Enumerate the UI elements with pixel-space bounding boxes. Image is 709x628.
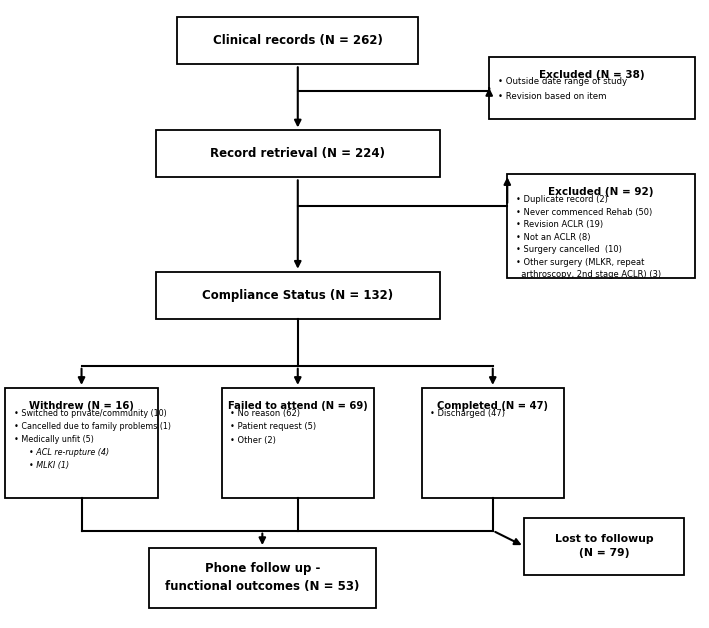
Text: Withdrew (N = 16): Withdrew (N = 16) bbox=[29, 401, 134, 411]
Text: • Duplicate record (2): • Duplicate record (2) bbox=[516, 195, 608, 204]
Text: Completed (N = 47): Completed (N = 47) bbox=[437, 401, 548, 411]
Text: • Not an ACLR (8): • Not an ACLR (8) bbox=[516, 233, 591, 242]
Text: • Medically unfit (5): • Medically unfit (5) bbox=[14, 435, 94, 444]
FancyBboxPatch shape bbox=[156, 131, 440, 177]
Text: Excluded (N = 92): Excluded (N = 92) bbox=[549, 187, 654, 197]
FancyBboxPatch shape bbox=[6, 387, 157, 497]
Text: • ACL re-rupture (4): • ACL re-rupture (4) bbox=[14, 448, 109, 457]
Text: arthroscopy, 2nd stage ACLR) (3): arthroscopy, 2nd stage ACLR) (3) bbox=[516, 270, 661, 279]
FancyBboxPatch shape bbox=[489, 57, 695, 119]
FancyBboxPatch shape bbox=[422, 387, 564, 497]
Text: • Other (2): • Other (2) bbox=[230, 436, 276, 445]
Text: Failed to attend (N = 69): Failed to attend (N = 69) bbox=[228, 401, 368, 411]
Text: Phone follow up -
functional outcomes (N = 53): Phone follow up - functional outcomes (N… bbox=[165, 562, 359, 593]
Text: • No reason (62): • No reason (62) bbox=[230, 409, 300, 418]
FancyBboxPatch shape bbox=[221, 387, 374, 497]
Text: • Outside date range of study: • Outside date range of study bbox=[498, 77, 627, 86]
Text: • Surgery cancelled  (10): • Surgery cancelled (10) bbox=[516, 246, 622, 254]
Text: • Never commenced Rehab (50): • Never commenced Rehab (50) bbox=[516, 207, 652, 217]
Text: Record retrieval (N = 224): Record retrieval (N = 224) bbox=[211, 148, 385, 160]
Text: Clinical records (N = 262): Clinical records (N = 262) bbox=[213, 35, 383, 47]
Text: • Discharged (47): • Discharged (47) bbox=[430, 409, 506, 418]
Text: • Revision ACLR (19): • Revision ACLR (19) bbox=[516, 220, 603, 229]
Text: • Switched to private/community (10): • Switched to private/community (10) bbox=[14, 409, 167, 418]
Text: Lost to followup
(N = 79): Lost to followup (N = 79) bbox=[554, 534, 654, 558]
FancyBboxPatch shape bbox=[524, 518, 683, 575]
Text: • Revision based on item: • Revision based on item bbox=[498, 92, 606, 100]
Text: • MLKI (1): • MLKI (1) bbox=[14, 462, 69, 470]
FancyBboxPatch shape bbox=[177, 17, 418, 64]
Text: Compliance Status (N = 132): Compliance Status (N = 132) bbox=[202, 289, 393, 301]
Text: • Other surgery (MLKR, repeat: • Other surgery (MLKR, repeat bbox=[516, 258, 644, 267]
FancyBboxPatch shape bbox=[508, 174, 696, 278]
Text: • Cancelled due to family problems (1): • Cancelled due to family problems (1) bbox=[14, 422, 171, 431]
FancyBboxPatch shape bbox=[156, 271, 440, 318]
Text: Excluded (N = 38): Excluded (N = 38) bbox=[540, 70, 644, 80]
FancyBboxPatch shape bbox=[149, 548, 376, 608]
Text: • Patient request (5): • Patient request (5) bbox=[230, 423, 316, 431]
